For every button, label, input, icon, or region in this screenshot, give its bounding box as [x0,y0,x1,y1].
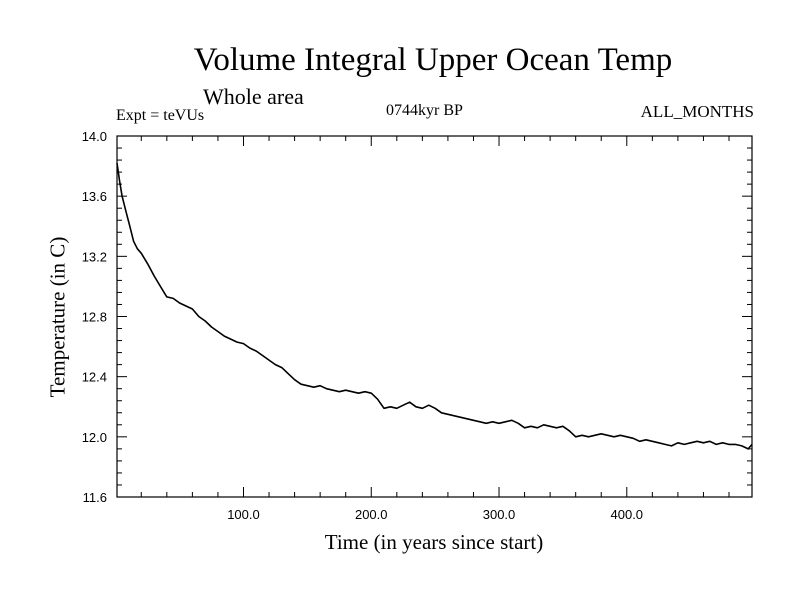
x-tick-label: 300.0 [483,507,516,522]
chart-subtitle: Whole area [203,84,304,109]
x-tick-label: 200.0 [355,507,388,522]
y-tick-label: 12.4 [82,370,107,385]
axis-ticks [117,136,752,497]
y-tick-label: 14.0 [82,129,107,144]
x-tick-label: 100.0 [227,507,260,522]
y-tick-label: 12.8 [82,310,107,325]
x-axis-label: Time (in years since start) [324,530,544,554]
x-tick-label: 400.0 [611,507,644,522]
experiment-label: Expt = teVUs [116,107,205,124]
chart-title: Volume Integral Upper Ocean Temp [193,42,673,78]
y-tick-label: 13.2 [82,249,107,264]
era-label: 0744kyr BP [386,102,463,119]
months-label: ALL_MONTHS [640,102,754,121]
axis-tick-labels: 100.0 200.0 300.0 400.0 11.6 12.0 12.4 12.8 13.2… [82,129,643,522]
series-line [116,162,753,450]
y-tick-label: 13.6 [82,189,107,204]
y-tick-label: 11.6 [83,490,107,505]
y-tick-label: 12.0 [82,430,107,445]
